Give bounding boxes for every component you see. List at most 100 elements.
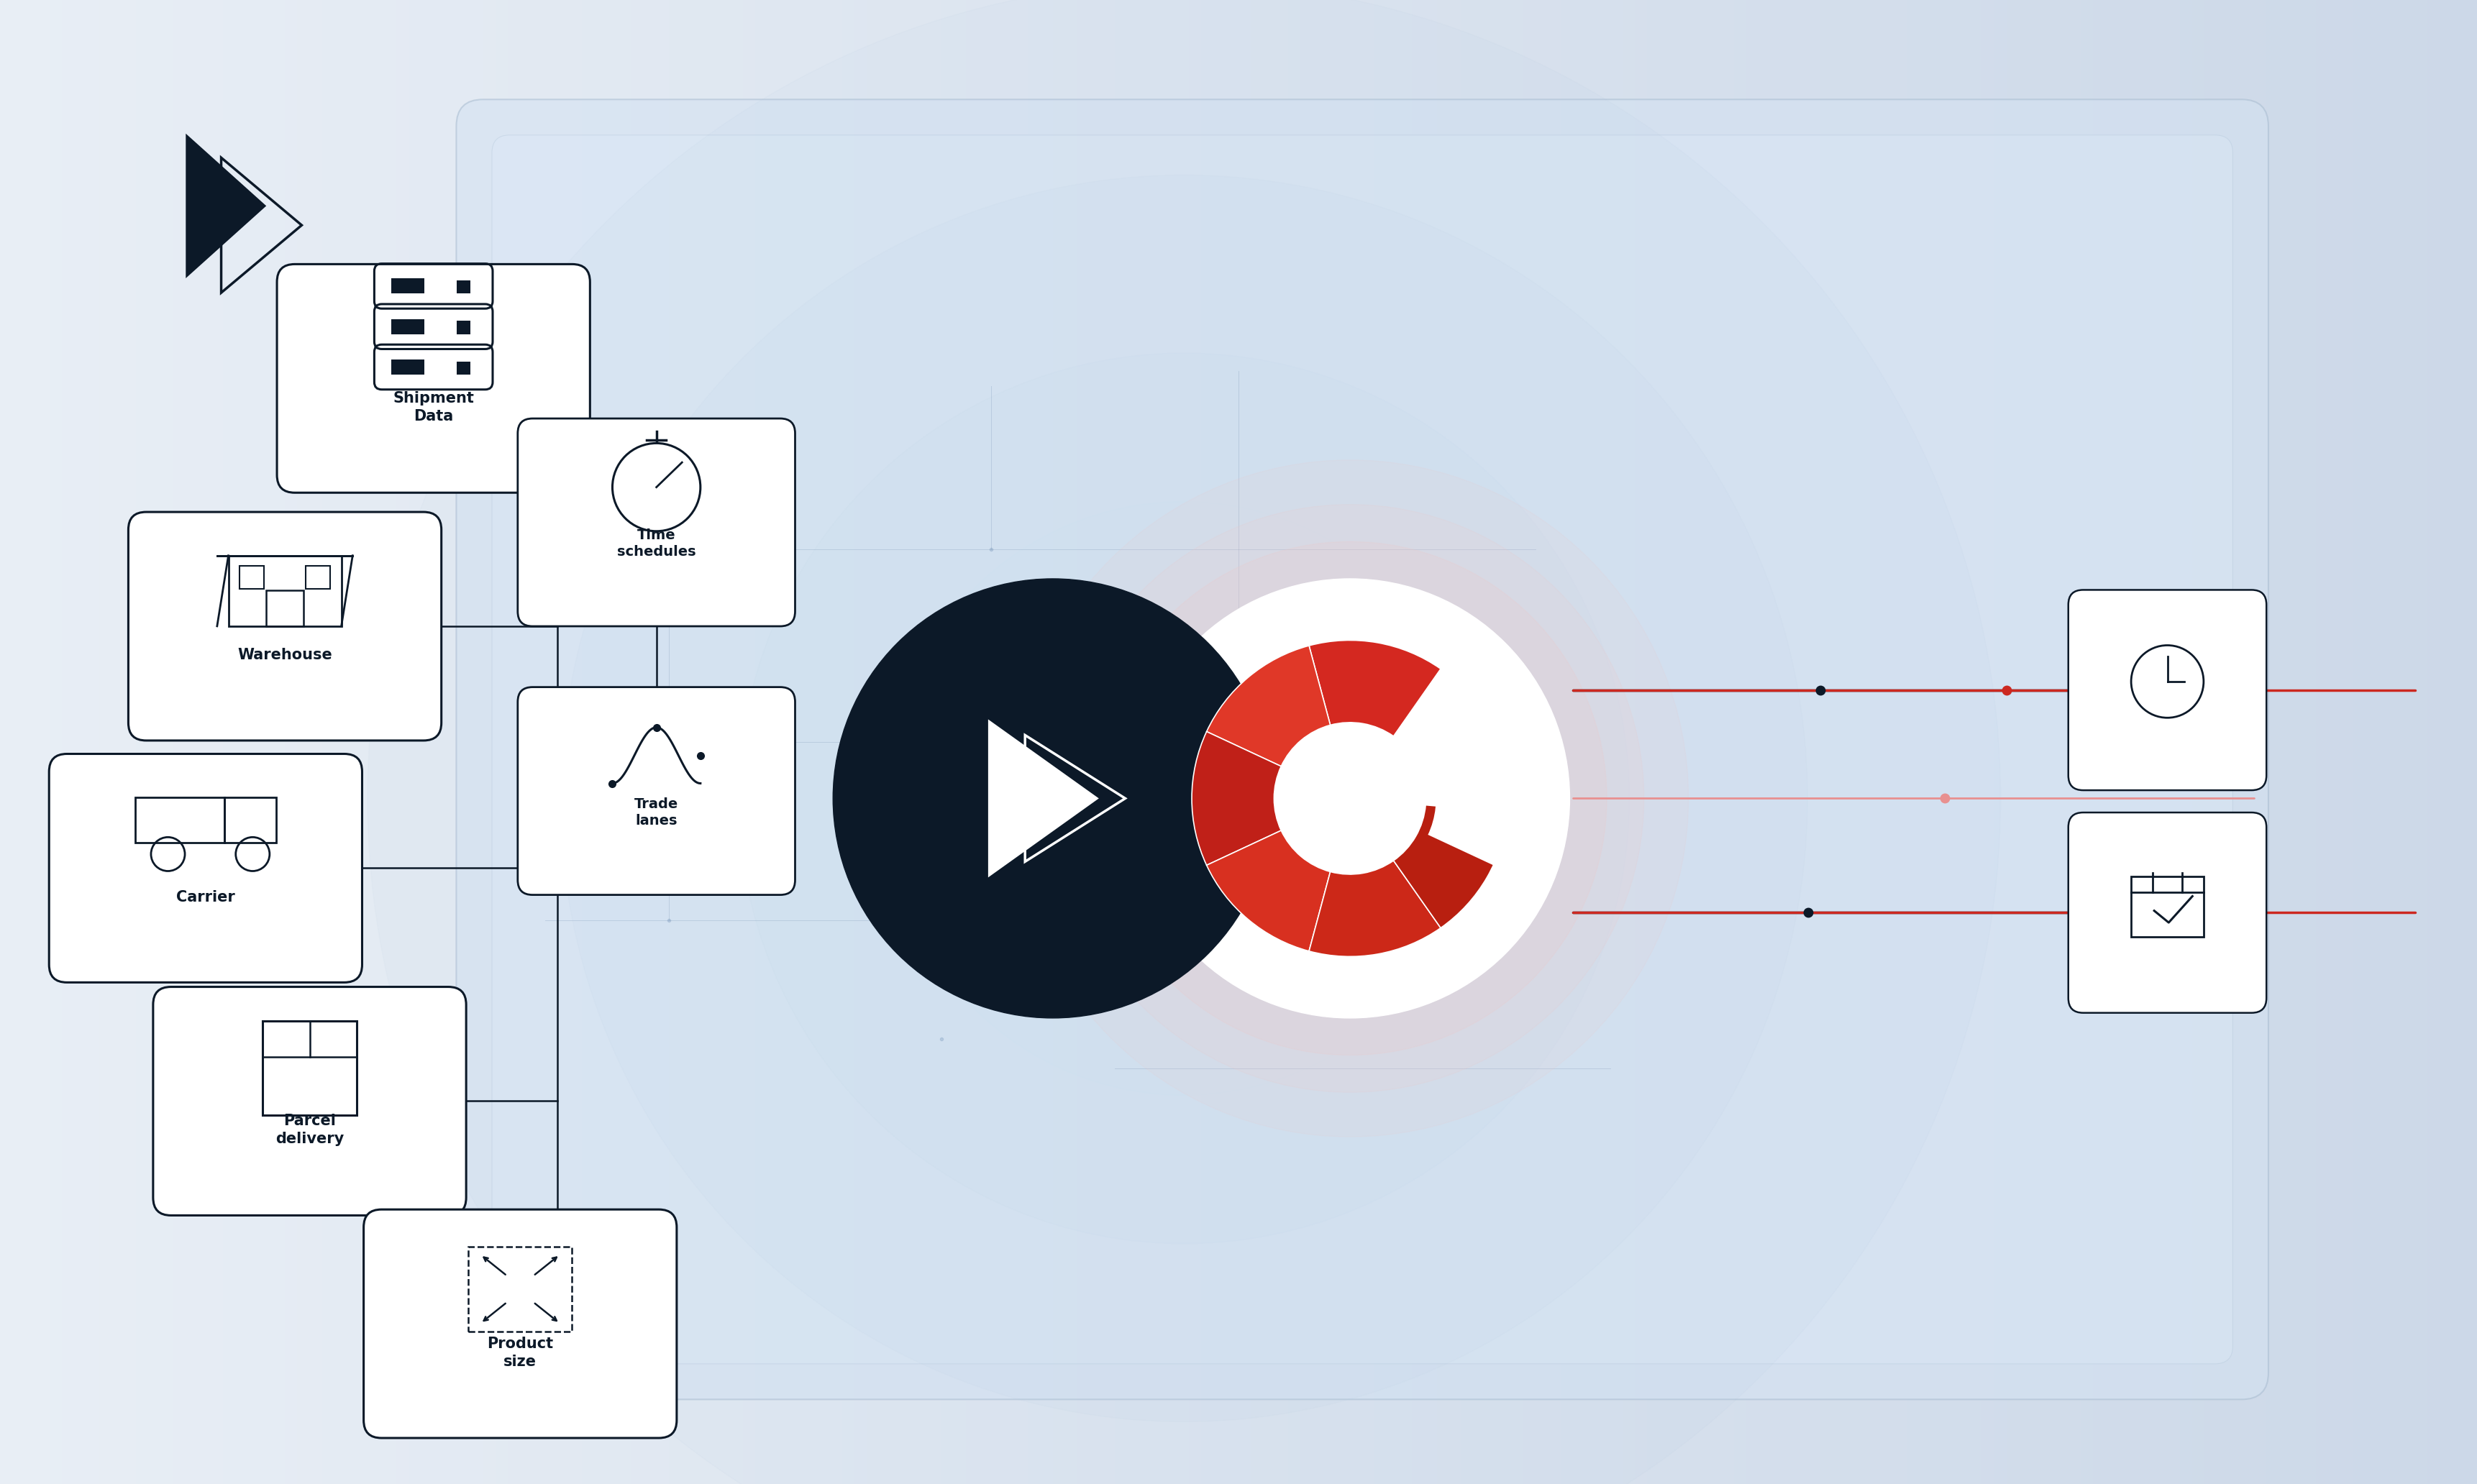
Bar xyxy=(2192,0,2205,1484)
Bar xyxy=(1350,0,1362,1484)
Bar xyxy=(842,0,855,1484)
Bar xyxy=(223,0,235,1484)
Bar xyxy=(483,0,495,1484)
Bar xyxy=(1944,0,1957,1484)
Bar xyxy=(694,0,706,1484)
FancyBboxPatch shape xyxy=(277,264,590,493)
Bar xyxy=(1511,0,1523,1484)
FancyBboxPatch shape xyxy=(2068,813,2266,1012)
Bar xyxy=(2217,0,2229,1484)
Bar xyxy=(1548,0,1561,1484)
Text: Trade
lanes: Trade lanes xyxy=(634,797,679,828)
Bar xyxy=(1065,0,1077,1484)
Bar xyxy=(1400,0,1412,1484)
Bar xyxy=(409,0,421,1484)
Bar xyxy=(391,359,424,374)
FancyBboxPatch shape xyxy=(2068,589,2266,789)
Bar xyxy=(817,0,830,1484)
Bar xyxy=(1449,0,1461,1484)
Bar xyxy=(74,0,87,1484)
Bar xyxy=(855,0,867,1484)
Bar xyxy=(2366,0,2378,1484)
Bar xyxy=(297,0,310,1484)
Bar xyxy=(136,798,225,843)
Bar xyxy=(1300,0,1313,1484)
Bar xyxy=(941,0,954,1484)
Bar xyxy=(916,0,929,1484)
Bar xyxy=(458,321,471,334)
Bar xyxy=(619,0,632,1484)
Bar xyxy=(2341,0,2353,1484)
Bar xyxy=(1115,0,1127,1484)
Bar xyxy=(198,0,211,1484)
Bar xyxy=(2353,0,2366,1484)
Bar xyxy=(2229,0,2242,1484)
Bar xyxy=(2143,0,2155,1484)
Bar xyxy=(607,0,619,1484)
Bar xyxy=(421,0,433,1484)
Bar xyxy=(372,0,384,1484)
Bar xyxy=(1932,0,1944,1484)
Bar xyxy=(334,0,347,1484)
Bar xyxy=(1486,0,1499,1484)
Bar xyxy=(228,555,342,626)
Bar xyxy=(2081,0,2093,1484)
Bar xyxy=(867,0,879,1484)
Bar xyxy=(582,0,594,1484)
Bar xyxy=(508,0,520,1484)
Bar xyxy=(225,798,277,843)
Bar xyxy=(384,0,396,1484)
Bar xyxy=(2328,0,2341,1484)
Bar xyxy=(1833,0,1845,1484)
Bar xyxy=(2044,0,2056,1484)
Circle shape xyxy=(1011,460,1689,1137)
Bar xyxy=(1437,0,1449,1484)
Bar xyxy=(1375,0,1387,1484)
Bar xyxy=(2316,0,2328,1484)
Bar xyxy=(2019,0,2031,1484)
Bar xyxy=(1573,0,1585,1484)
Bar xyxy=(260,0,272,1484)
Bar xyxy=(1177,0,1189,1484)
Bar xyxy=(1759,0,1771,1484)
Bar xyxy=(458,280,471,294)
Bar xyxy=(1635,0,1647,1484)
Bar xyxy=(1152,0,1164,1484)
Bar xyxy=(1796,0,1808,1484)
Bar xyxy=(681,0,694,1484)
Text: Product
size: Product size xyxy=(488,1337,552,1368)
Bar xyxy=(656,0,669,1484)
Circle shape xyxy=(1055,505,1645,1092)
Bar xyxy=(1201,0,1214,1484)
Wedge shape xyxy=(1404,666,1523,871)
Bar xyxy=(25,0,37,1484)
Bar xyxy=(2068,0,2081,1484)
Bar xyxy=(1734,0,1746,1484)
Wedge shape xyxy=(1308,640,1442,736)
Bar xyxy=(2452,0,2465,1484)
Bar xyxy=(892,0,904,1484)
Bar xyxy=(285,0,297,1484)
Bar xyxy=(468,1247,572,1331)
Bar xyxy=(240,565,265,589)
Bar xyxy=(50,0,62,1484)
Bar xyxy=(929,0,941,1484)
Bar xyxy=(1684,0,1697,1484)
Bar xyxy=(2105,0,2118,1484)
Bar xyxy=(1660,0,1672,1484)
Bar xyxy=(396,0,409,1484)
FancyBboxPatch shape xyxy=(518,687,795,895)
Bar xyxy=(830,0,842,1484)
Bar xyxy=(2242,0,2254,1484)
Bar xyxy=(2118,0,2130,1484)
Bar xyxy=(1647,0,1660,1484)
Bar xyxy=(805,0,817,1484)
Text: Time
schedules: Time schedules xyxy=(617,528,696,559)
Bar xyxy=(1053,0,1065,1484)
Bar xyxy=(879,0,892,1484)
FancyBboxPatch shape xyxy=(154,987,466,1215)
Circle shape xyxy=(1092,542,1608,1055)
Bar xyxy=(305,565,329,589)
Bar xyxy=(718,0,731,1484)
Bar xyxy=(1907,0,1920,1484)
